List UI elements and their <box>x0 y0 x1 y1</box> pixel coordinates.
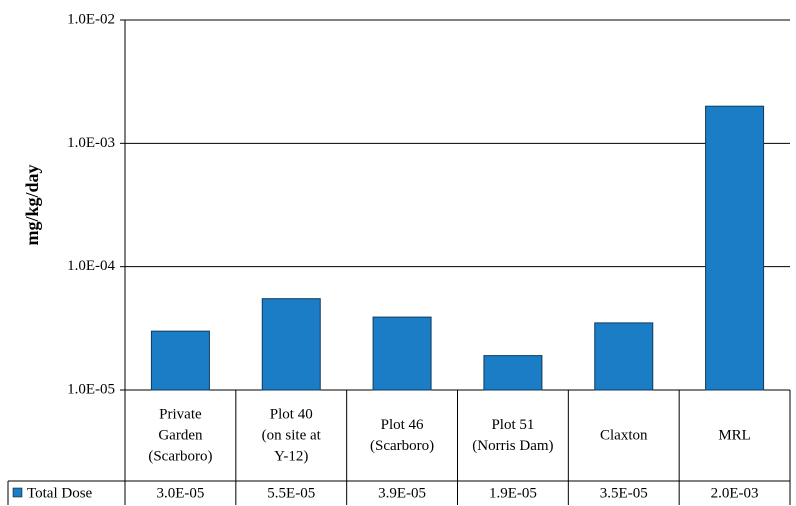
y-tick-label: 1.0E-02 <box>67 11 115 27</box>
x-tick-label: MRL <box>718 427 751 443</box>
x-tick-label: Garden <box>158 427 203 443</box>
x-tick-label: (Scarboro) <box>370 438 434 454</box>
x-tick-label: Plot 46 <box>381 417 424 433</box>
x-tick-label: (Norris Dam) <box>472 438 553 454</box>
x-tick-label: Plot 51 <box>491 417 534 433</box>
value-label: 5.5E-05 <box>267 485 315 501</box>
x-tick-label: Y-12) <box>274 448 308 464</box>
bar <box>705 105 765 391</box>
x-tick-label: Plot 40 <box>270 406 313 422</box>
bar <box>261 298 321 391</box>
x-tick-label: Private <box>159 406 202 422</box>
legend-swatch <box>12 487 23 498</box>
y-tick-label: 1.0E-05 <box>67 381 115 397</box>
y-tick-label: 1.0E-04 <box>67 258 115 274</box>
value-label: 1.9E-05 <box>489 485 537 501</box>
value-label: 3.0E-05 <box>156 485 204 501</box>
value-label: 2.0E-03 <box>711 485 759 501</box>
y-tick-label: 1.0E-03 <box>67 135 115 151</box>
x-tick-label: Claxton <box>600 427 648 443</box>
y-axis-title: mg/kg/day <box>22 164 42 245</box>
legend-label: Total Dose <box>27 485 93 501</box>
value-label: 3.5E-05 <box>600 485 648 501</box>
bar <box>150 330 210 391</box>
x-tick-label: (on site at <box>262 427 322 443</box>
value-label: 3.9E-05 <box>378 485 426 501</box>
bar <box>594 322 654 391</box>
x-tick-label: (Scarboro) <box>148 448 212 464</box>
bar <box>372 316 432 391</box>
bar <box>483 355 543 391</box>
